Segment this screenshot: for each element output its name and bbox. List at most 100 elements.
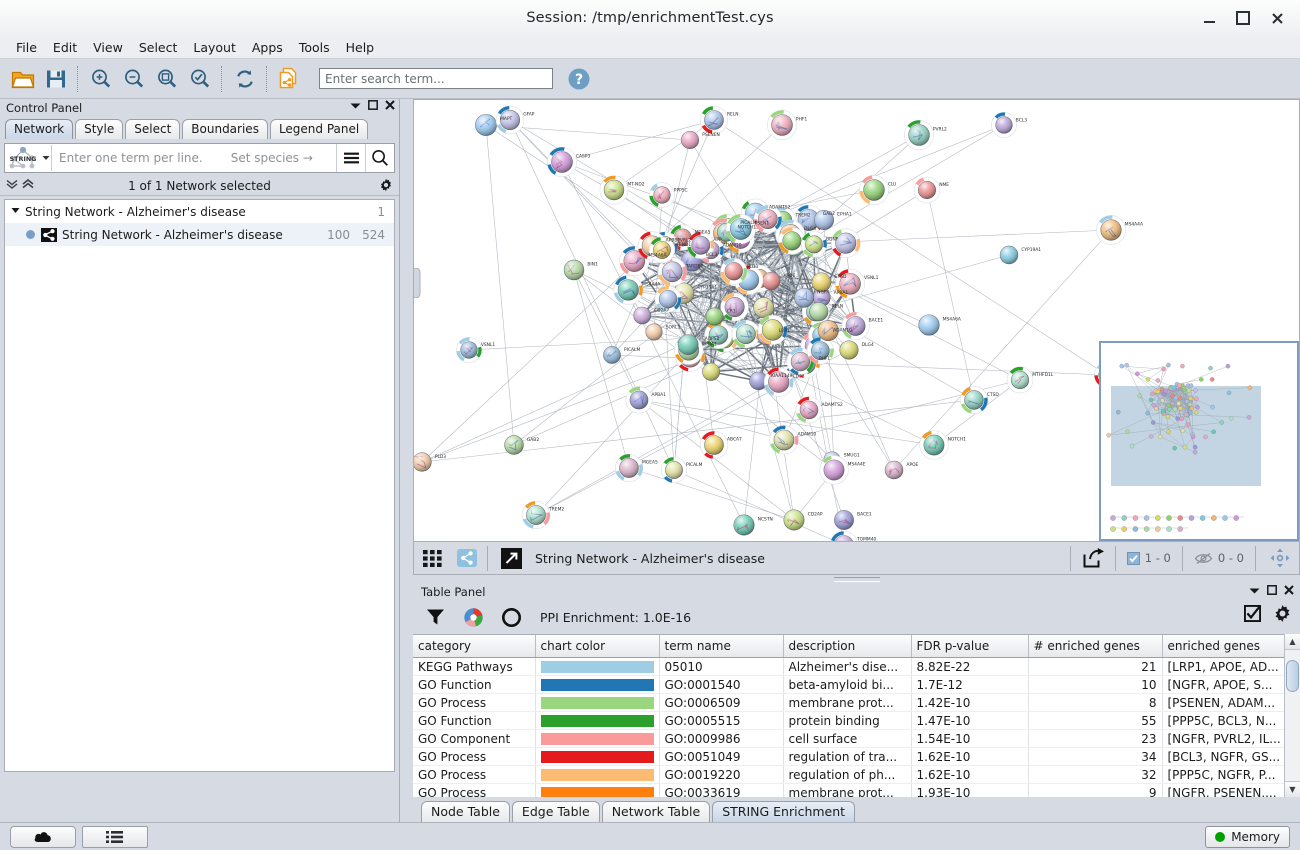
search-icon[interactable]: [365, 144, 394, 172]
tab-node-table[interactable]: Node Table: [421, 801, 510, 822]
scroll-up-arrow[interactable]: ▲: [1285, 634, 1300, 650]
column-header-enriched-count[interactable]: # enriched genes: [1028, 635, 1163, 658]
table-row[interactable]: GO Process GO:0051049 regulation of tra...…: [413, 747, 1285, 766]
table-row[interactable]: GO Function GO:0001540 beta-amyloid bi... 1…: [413, 675, 1285, 694]
network-node[interactable]: [704, 321, 733, 349]
tab-string-enrichment[interactable]: STRING Enrichment: [712, 801, 856, 822]
network-node[interactable]: [761, 271, 781, 291]
view-left-grip[interactable]: [414, 268, 421, 298]
scroll-down-arrow[interactable]: ▼: [1285, 781, 1300, 797]
network-view-canvas[interactable]: VSNL1 GAB2 PLD3 TREM2 MGEA5 APBA1 PICALM ADAMTS…: [413, 99, 1300, 542]
copy-network-icon[interactable]: [273, 63, 306, 95]
network-node[interactable]: [960, 386, 988, 414]
zoom-out-icon[interactable]: [117, 63, 150, 95]
network-node[interactable]: [999, 245, 1019, 265]
detach-view-icon[interactable]: [496, 545, 527, 572]
table-row[interactable]: KEGG Pathways 05010 Alzheimer's dise... 8.8…: [413, 657, 1285, 676]
filter-icon[interactable]: [420, 603, 450, 631]
menu-item-apps[interactable]: Apps: [251, 39, 283, 55]
collapse-all-icon[interactable]: [6, 179, 18, 192]
search-input[interactable]: Enter search term...: [319, 68, 553, 89]
refresh-icon[interactable]: [228, 63, 261, 95]
menu-item-view[interactable]: View: [93, 39, 123, 55]
network-node[interactable]: [720, 257, 748, 285]
network-node[interactable]: [680, 130, 700, 150]
table-vertical-scrollbar[interactable]: ▲ ▼: [1284, 634, 1300, 797]
zoom-selected-icon[interactable]: [183, 63, 216, 95]
network-node[interactable]: [495, 105, 525, 135]
column-header-term-name[interactable]: term name: [659, 635, 784, 658]
scroll-thumb[interactable]: [1286, 660, 1299, 692]
tab-boundaries[interactable]: Boundaries: [182, 119, 268, 139]
network-node[interactable]: [884, 460, 904, 480]
network-node[interactable]: [757, 315, 788, 345]
column-header-enriched-genes[interactable]: enriched genes: [1162, 635, 1285, 658]
panel-close-icon[interactable]: [385, 100, 395, 112]
network-node[interactable]: [769, 425, 799, 455]
column-header-chart-color[interactable]: chart color: [535, 635, 660, 658]
network-node[interactable]: [830, 530, 858, 541]
network-node[interactable]: [677, 334, 699, 355]
network-node[interactable]: [699, 430, 729, 460]
network-node[interactable]: [919, 430, 949, 460]
network-node[interactable]: [800, 231, 828, 258]
menu-item-help[interactable]: Help: [345, 39, 375, 55]
menu-item-file[interactable]: File: [16, 39, 37, 55]
network-node[interactable]: [839, 340, 859, 360]
network-node[interactable]: [603, 346, 621, 364]
zoom-fit-icon[interactable]: [150, 63, 183, 95]
menu-item-edit[interactable]: Edit: [52, 39, 78, 55]
network-node[interactable]: [795, 396, 823, 424]
network-node[interactable]: [599, 175, 629, 205]
tab-legend-panel[interactable]: Legend Panel: [269, 119, 369, 139]
network-node[interactable]: [614, 453, 644, 483]
close-button[interactable]: [1260, 3, 1294, 33]
network-node[interactable]: [859, 175, 889, 205]
column-header-fdr-pvalue[interactable]: FDR p-value: [911, 635, 1029, 658]
donut-chart-icon[interactable]: [496, 603, 526, 631]
string-species-caret-icon[interactable]: [41, 155, 51, 161]
maximize-button[interactable]: [1226, 3, 1260, 33]
gear-icon[interactable]: [1273, 604, 1292, 626]
network-node[interactable]: [521, 500, 551, 530]
network-tree-root[interactable]: String Network - Alzheimer's disease 1: [5, 200, 394, 223]
network-node[interactable]: [834, 510, 854, 530]
network-node[interactable]: [702, 362, 721, 381]
memory-status-button[interactable]: Memory: [1205, 825, 1290, 848]
tab-edge-table[interactable]: Edge Table: [511, 801, 600, 822]
network-node[interactable]: [991, 112, 1017, 138]
network-node[interactable]: [546, 146, 578, 178]
grid-layout-icon[interactable]: [417, 545, 448, 572]
network-node[interactable]: [660, 456, 688, 484]
pie-chart-icon[interactable]: [458, 603, 488, 631]
panel-splitter[interactable]: [413, 575, 1300, 583]
network-node[interactable]: [504, 435, 524, 455]
table-row[interactable]: GO Function GO:0005515 protein binding 1.47…: [413, 711, 1285, 730]
string-query-input[interactable]: Enter one term per line. Set species →: [51, 145, 336, 171]
zoom-in-icon[interactable]: [84, 63, 117, 95]
network-node[interactable]: [767, 110, 797, 140]
network-node[interactable]: [456, 337, 482, 363]
network-node[interactable]: [1006, 366, 1034, 394]
select-all-icon[interactable]: [1243, 604, 1262, 625]
network-node[interactable]: [819, 455, 849, 485]
table-panel-dropdown-icon[interactable]: [1249, 584, 1260, 598]
network-node[interactable]: [414, 452, 432, 472]
cloud-status-icon[interactable]: [10, 825, 76, 848]
menu-item-layout[interactable]: Layout: [193, 39, 236, 55]
expand-all-icon[interactable]: [22, 178, 34, 192]
network-node[interactable]: [625, 386, 653, 414]
network-node[interactable]: [648, 236, 676, 264]
birds-eye-overview[interactable]: [1099, 341, 1299, 541]
network-node[interactable]: [725, 213, 756, 245]
network-node[interactable]: [817, 320, 839, 342]
network-node[interactable]: [475, 114, 497, 136]
set-species-link[interactable]: Set species →: [230, 151, 313, 165]
table-row[interactable]: GO Component GO:0009986 cell surface 1.54E-…: [413, 729, 1285, 748]
save-session-icon[interactable]: [39, 63, 72, 95]
network-node[interactable]: [563, 259, 585, 281]
table-row[interactable]: GO Process GO:0033619 membrane prot... 1.93…: [413, 783, 1285, 797]
network-tree-item[interactable]: String Network - Alzheimer's disease 100…: [5, 223, 394, 246]
panel-float-icon[interactable]: [368, 100, 378, 112]
network-node[interactable]: [699, 105, 729, 135]
